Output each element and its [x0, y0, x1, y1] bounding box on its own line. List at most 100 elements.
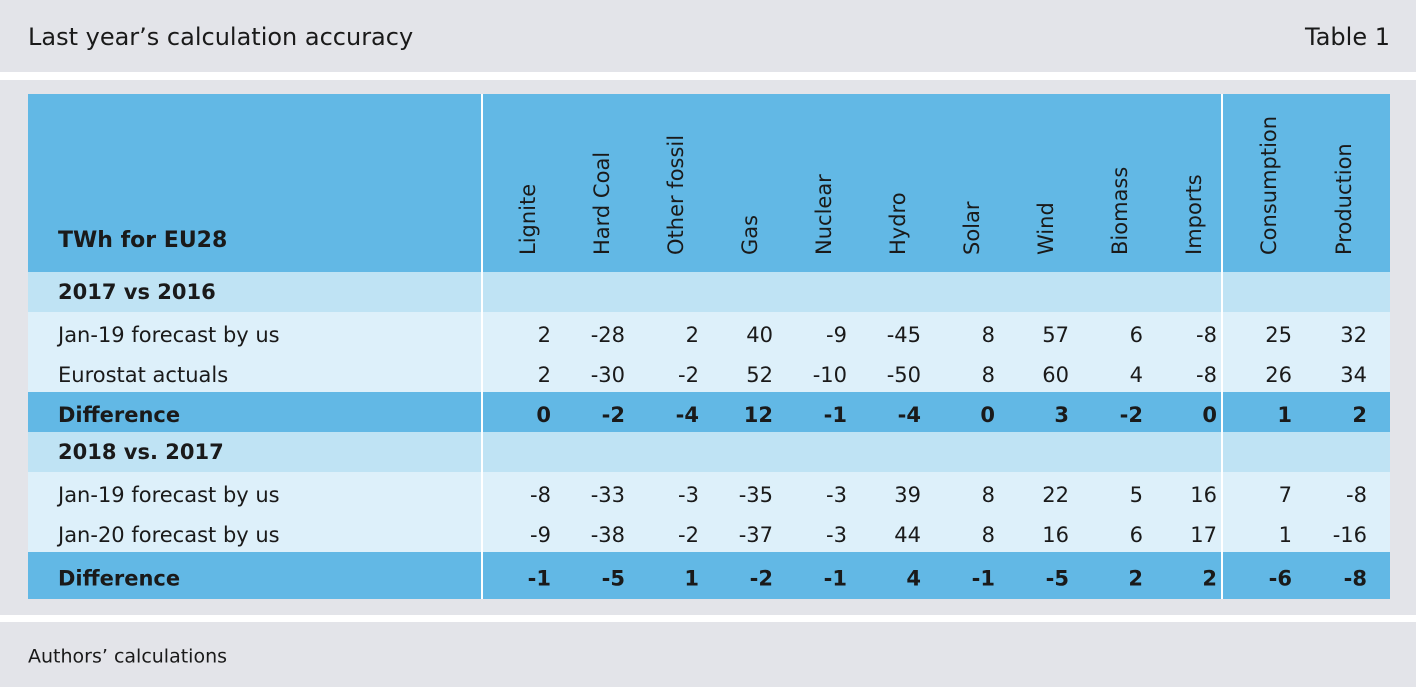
cell-value: 52	[746, 363, 773, 387]
column-header: Imports	[1182, 174, 1206, 255]
column-header: Hydro	[886, 192, 910, 255]
cell-value: 6	[1130, 523, 1143, 547]
column-header: Biomass	[1108, 167, 1132, 255]
cell-value: -8	[1346, 483, 1367, 507]
cell-value: 44	[894, 523, 921, 547]
cell-value: 6	[1130, 323, 1143, 347]
column-header: Gas	[738, 215, 762, 255]
difference-value: 2	[1202, 567, 1217, 591]
section-row	[28, 272, 1390, 312]
column-header: Consumption	[1257, 116, 1281, 255]
difference-value: 0	[1202, 403, 1217, 427]
row-label: Jan-20 forecast by us	[56, 523, 280, 547]
corner-label: TWh for EU28	[58, 228, 227, 253]
cell-value: -38	[591, 523, 625, 547]
difference-value: 1	[684, 567, 699, 591]
cell-value: 7	[1279, 483, 1292, 507]
difference-value: -8	[1344, 567, 1367, 591]
difference-row	[28, 552, 1390, 599]
cell-value: 1	[1279, 523, 1292, 547]
column-header: Other fossil	[664, 135, 688, 255]
difference-value: -2	[602, 403, 625, 427]
cell-value: 57	[1042, 323, 1069, 347]
difference-value: -2	[1120, 403, 1143, 427]
cell-value: -45	[887, 323, 921, 347]
difference-value: -4	[898, 403, 921, 427]
cell-value: 34	[1340, 363, 1367, 387]
column-header: Hard Coal	[590, 152, 614, 255]
cell-value: -37	[739, 523, 773, 547]
cell-value: -9	[530, 523, 551, 547]
difference-value: 0	[536, 403, 551, 427]
cell-value: -10	[813, 363, 847, 387]
difference-value: 0	[980, 403, 995, 427]
cell-value: -8	[530, 483, 551, 507]
section-title: 2018 vs. 2017	[58, 440, 224, 464]
cell-value: -8	[1196, 323, 1217, 347]
difference-value: 2	[1128, 567, 1143, 591]
difference-value: 2	[1352, 403, 1367, 427]
cell-value: 25	[1265, 323, 1292, 347]
cell-value: 8	[982, 363, 995, 387]
cell-value: 2	[538, 363, 551, 387]
data-rows	[28, 312, 1390, 392]
difference-value: -5	[1046, 567, 1069, 591]
cell-value: -3	[678, 483, 699, 507]
cell-value: -16	[1333, 523, 1367, 547]
difference-value: -1	[528, 567, 551, 591]
footer-band	[0, 622, 1416, 687]
difference-value: 12	[744, 403, 773, 427]
section-title: 2017 vs 2016	[58, 280, 216, 304]
section-row	[28, 432, 1390, 472]
header-band	[0, 0, 1416, 72]
difference-value: 3	[1054, 403, 1069, 427]
cell-value: 17	[1190, 523, 1217, 547]
column-header: Production	[1332, 143, 1356, 255]
cell-value: 8	[982, 483, 995, 507]
cell-value: 2	[538, 323, 551, 347]
cell-value: 2	[686, 323, 699, 347]
cell-value: -9	[826, 323, 847, 347]
cell-value: -50	[887, 363, 921, 387]
difference-value: 1	[1277, 403, 1292, 427]
difference-value: -6	[1269, 567, 1292, 591]
cell-value: 16	[1042, 523, 1069, 547]
difference-value: -5	[602, 567, 625, 591]
cell-value: -2	[678, 523, 699, 547]
cell-value: -3	[826, 483, 847, 507]
source-note: Authors’ calculations	[28, 646, 227, 668]
column-header: Lignite	[516, 184, 540, 255]
row-label: Eurostat actuals	[58, 363, 228, 387]
table-title: Last year’s calculation accuracy	[28, 23, 413, 51]
cell-value: -33	[591, 483, 625, 507]
difference-value: -1	[824, 403, 847, 427]
cell-value: -8	[1196, 363, 1217, 387]
data-rows	[28, 472, 1390, 552]
difference-value: -1	[824, 567, 847, 591]
cell-value: 39	[894, 483, 921, 507]
cell-value: -30	[591, 363, 625, 387]
cell-value: 40	[746, 323, 773, 347]
cell-value: 22	[1042, 483, 1069, 507]
cell-value: -35	[739, 483, 773, 507]
difference-value: 4	[906, 567, 921, 591]
cell-value: -3	[826, 523, 847, 547]
cell-value: 60	[1042, 363, 1069, 387]
difference-value: -2	[750, 567, 773, 591]
cell-value: -2	[678, 363, 699, 387]
cell-value: -28	[591, 323, 625, 347]
column-header: Wind	[1034, 202, 1058, 255]
cell-value: 5	[1130, 483, 1143, 507]
cell-value: 16	[1190, 483, 1217, 507]
row-label: Jan-19 forecast by us	[56, 323, 280, 347]
cell-value: 4	[1130, 363, 1143, 387]
cell-value: 26	[1265, 363, 1292, 387]
row-label: Jan-19 forecast by us	[56, 483, 280, 507]
table-number: Table 1	[1304, 23, 1390, 51]
column-header: Solar	[960, 201, 984, 255]
cell-value: 8	[982, 323, 995, 347]
column-header: Nuclear	[812, 174, 836, 255]
cell-value: 8	[982, 523, 995, 547]
